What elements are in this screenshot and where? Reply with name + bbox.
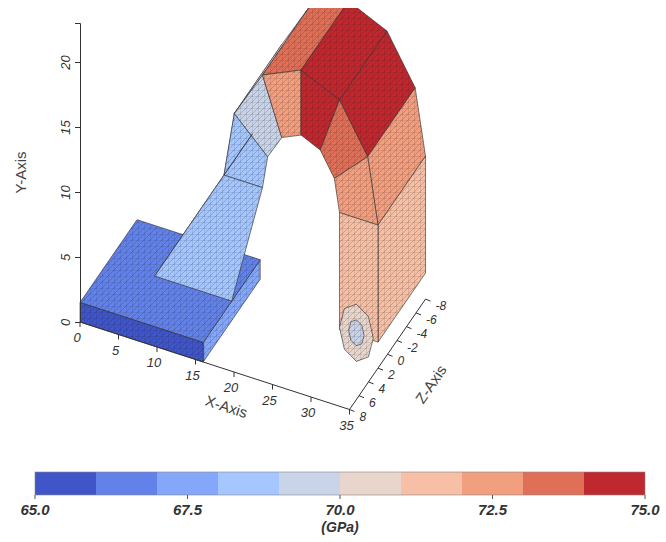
colorbar-tick-mark <box>492 495 493 499</box>
y-tick-label: 20 <box>58 55 73 71</box>
x-tick-mark <box>118 335 119 340</box>
z-tick-label: -4 <box>417 327 428 341</box>
y-tick-label: 15 <box>58 120 73 135</box>
z-tick-label: -6 <box>426 313 437 327</box>
z-axis: 86420-2-4-6-8 Z-Axis <box>350 299 450 423</box>
x-tick-mark <box>234 372 235 377</box>
x-tick-mark <box>80 322 81 327</box>
z-tick-label: 8 <box>360 410 367 424</box>
colorbar-tick-label: 75.0 <box>630 501 660 518</box>
colorbar-bin <box>35 472 96 495</box>
x-axis-title: X-Axis <box>203 392 249 422</box>
mesh-face <box>378 156 426 342</box>
chart-root: 05101520Y-Axis05101520253035X-Axis86420-… <box>0 0 666 542</box>
colorbar-tick-mark <box>187 495 188 499</box>
y-axis: 0 5 10 15 20 <box>58 24 81 327</box>
x-axis: 0 5 10 15 20 25 30 35 X-Axis <box>73 322 354 433</box>
colorbar-tick-label: 72.5 <box>478 501 508 518</box>
colorbar-title: (GPa) <box>321 519 359 535</box>
y-axis-title: Y-Axis <box>12 152 29 194</box>
x-tick-label: 0 <box>73 330 81 345</box>
z-tick-mark <box>426 299 431 301</box>
z-tick-mark <box>378 368 383 370</box>
x-tick-mark <box>195 360 196 365</box>
mesh-texture <box>80 303 203 363</box>
mesh-face <box>349 320 364 346</box>
x-tick-label: 15 <box>185 368 200 383</box>
colorbar-frame <box>35 472 645 495</box>
y-tick-label: 10 <box>58 185 73 200</box>
mesh-face <box>155 175 263 301</box>
x-tick-label: 25 <box>261 393 277 408</box>
colorbar-tick-label: 67.5 <box>173 501 203 518</box>
y-tick-mark <box>75 257 80 258</box>
z-tick-label: 0 <box>398 354 405 368</box>
colorbar-bin <box>157 472 218 495</box>
z-tick-mark <box>416 313 421 315</box>
z-tick-mark <box>359 396 364 398</box>
mesh-face <box>339 304 373 361</box>
z-tick-label: -2 <box>407 341 418 355</box>
z-tick-label: 6 <box>369 396 376 410</box>
x-tick-mark <box>272 385 273 390</box>
z-tick-label: 2 <box>387 368 395 382</box>
x-tick-mark <box>349 410 350 415</box>
x-tick-label: 20 <box>223 380 239 395</box>
z-tick-mark <box>350 410 355 412</box>
colorbar-tick-label: 70.0 <box>325 501 355 518</box>
mesh-texture <box>339 304 373 361</box>
colorbar-tick-mark <box>645 495 646 499</box>
plot-area <box>80 8 426 362</box>
x-tick-mark <box>157 347 158 352</box>
x-tick-label: 5 <box>112 343 120 358</box>
z-tick-mark <box>388 354 393 356</box>
y-axis-line <box>75 24 81 323</box>
colorbar-bin <box>218 472 279 495</box>
y-tick-mark <box>75 62 80 63</box>
colorbar-bin <box>96 472 157 495</box>
z-tick-mark <box>407 327 412 329</box>
y-tick: 20 <box>58 55 80 71</box>
y-tick-label: 5 <box>58 253 73 261</box>
x-tick-mark <box>311 397 312 402</box>
z-axis-title: Z-Axis <box>412 362 450 407</box>
axes: 05101520Y-Axis05101520253035X-Axis86420-… <box>12 24 450 433</box>
mesh-texture <box>349 320 364 346</box>
y-tick-label: 0 <box>58 318 73 326</box>
colorbar-bin <box>584 472 645 495</box>
colorbar-tick-mark <box>340 495 341 499</box>
z-tick-mark <box>369 382 374 384</box>
colorbar: 65.0 67.5 70.0 72.5 75.0 (GPa) <box>20 472 660 535</box>
y-tick-mark <box>75 322 80 323</box>
colorbar-bin <box>523 472 584 495</box>
z-tick-mark <box>397 341 402 343</box>
colorbar-tick-mark <box>35 495 36 499</box>
colorbar-tick-label: 65.0 <box>20 501 50 518</box>
y-tick: 10 <box>58 185 80 200</box>
colorbar-bin <box>462 472 523 495</box>
x-tick-label: 30 <box>301 405 316 420</box>
z-tick-label: -8 <box>436 299 447 313</box>
mesh-texture <box>378 156 426 342</box>
chart-svg: 05101520Y-Axis05101520253035X-Axis86420-… <box>0 0 666 542</box>
mesh-face <box>80 303 203 363</box>
z-tick-label: 4 <box>379 382 386 396</box>
mesh-texture <box>155 175 263 301</box>
colorbar-bin <box>401 472 462 495</box>
colorbar-bin <box>340 472 401 495</box>
mesh-face <box>263 70 302 137</box>
colorbar-bin <box>279 472 340 495</box>
y-tick-mark <box>75 127 80 128</box>
y-tick: 15 <box>58 120 80 135</box>
x-tick-label: 35 <box>339 418 354 433</box>
mesh-texture <box>263 70 302 137</box>
y-tick: 0 <box>58 318 80 326</box>
y-tick: 5 <box>58 253 80 261</box>
x-tick-label: 10 <box>147 355 162 370</box>
y-tick-mark <box>75 192 80 193</box>
